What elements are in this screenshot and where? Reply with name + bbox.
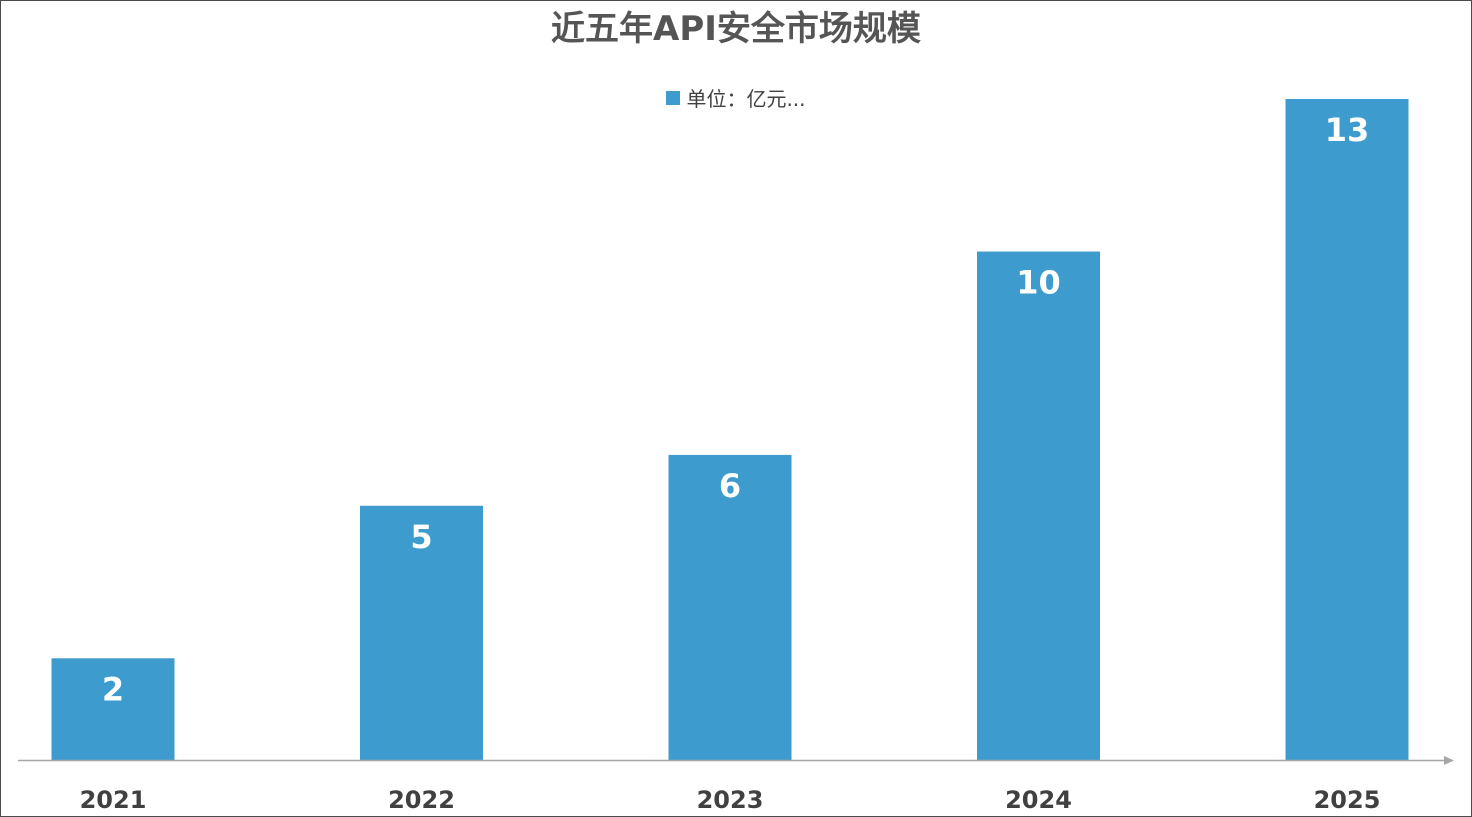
x-tick-2023: 2023 [697, 786, 764, 814]
x-axis [18, 756, 1454, 765]
x-tick-2025: 2025 [1314, 786, 1381, 814]
bar-2025 [1285, 99, 1409, 760]
legend-swatch [666, 90, 681, 105]
data-label-2023: 6 [719, 467, 741, 505]
bar-2023 [668, 454, 792, 760]
bar-2024 [977, 251, 1100, 761]
x-tick-2022: 2022 [388, 786, 455, 814]
data-label-2025: 13 [1325, 111, 1370, 149]
data-label-2024: 10 [1016, 264, 1061, 302]
legend: 单位：亿元... [1, 83, 1471, 112]
bars-group: 2 5 6 10 13 [51, 99, 1409, 761]
bar-2021 [51, 658, 175, 760]
data-label-2021: 2 [102, 670, 124, 708]
x-tick-labels: 2021 2022 2023 2024 2025 [80, 786, 1381, 814]
x-axis-arrow-icon [1444, 756, 1454, 765]
legend-label: 单位：亿元... [686, 87, 806, 111]
data-label-2022: 5 [410, 518, 432, 556]
bar-2022 [360, 505, 483, 760]
x-tick-2024: 2024 [1005, 786, 1072, 814]
chart-title: 近五年API安全市场规模 [551, 9, 921, 49]
x-tick-2021: 2021 [80, 786, 147, 814]
